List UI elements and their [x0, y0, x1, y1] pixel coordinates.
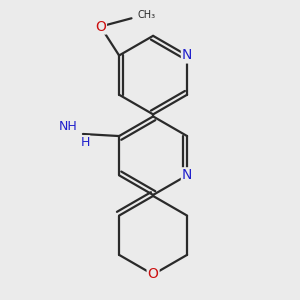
Text: H: H	[80, 136, 90, 149]
Text: O: O	[148, 268, 158, 281]
Text: NH: NH	[59, 120, 78, 133]
Text: CH₃: CH₃	[138, 10, 156, 20]
Text: N: N	[182, 168, 192, 182]
Text: O: O	[95, 20, 106, 34]
Text: N: N	[182, 49, 192, 62]
